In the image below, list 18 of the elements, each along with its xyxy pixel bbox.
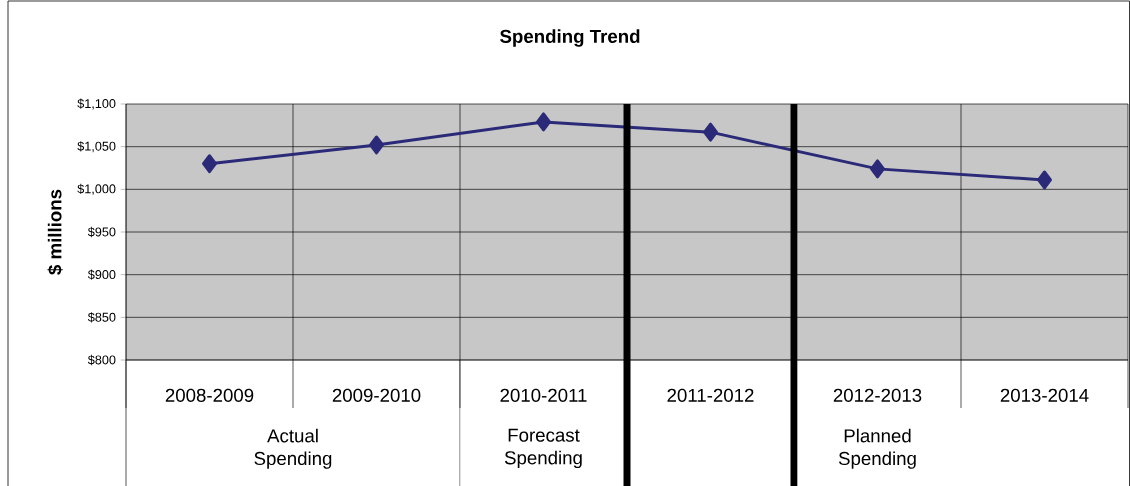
y-tick-label: $950 [87, 226, 116, 238]
x-tick-label: 2011-2012 [667, 388, 754, 402]
y-tick-label: $850 [87, 312, 116, 323]
y-tick-label: $1,000 [77, 183, 116, 195]
y-axis-title: $ millions [47, 189, 63, 275]
x-tick-label: 2010-2011 [500, 388, 587, 402]
x-tick-label: 2008-2009 [165, 388, 254, 402]
y-tick-label: $1,050 [77, 141, 116, 153]
text: Forecast Spending [504, 428, 582, 469]
x-tick-label: 2013-2014 [1000, 388, 1089, 402]
text: Planned Spending [838, 428, 916, 469]
y-tick-label: $900 [87, 269, 116, 280]
chart-title: Spending Trend [500, 29, 640, 47]
y-tick-label: $1,100 [77, 98, 116, 110]
text: Actual Spending [254, 428, 332, 469]
x-tick-label: 2012-2013 [833, 388, 922, 402]
y-tick-label: $800 [87, 354, 116, 366]
x-tick-label: 2009-2010 [332, 388, 421, 402]
